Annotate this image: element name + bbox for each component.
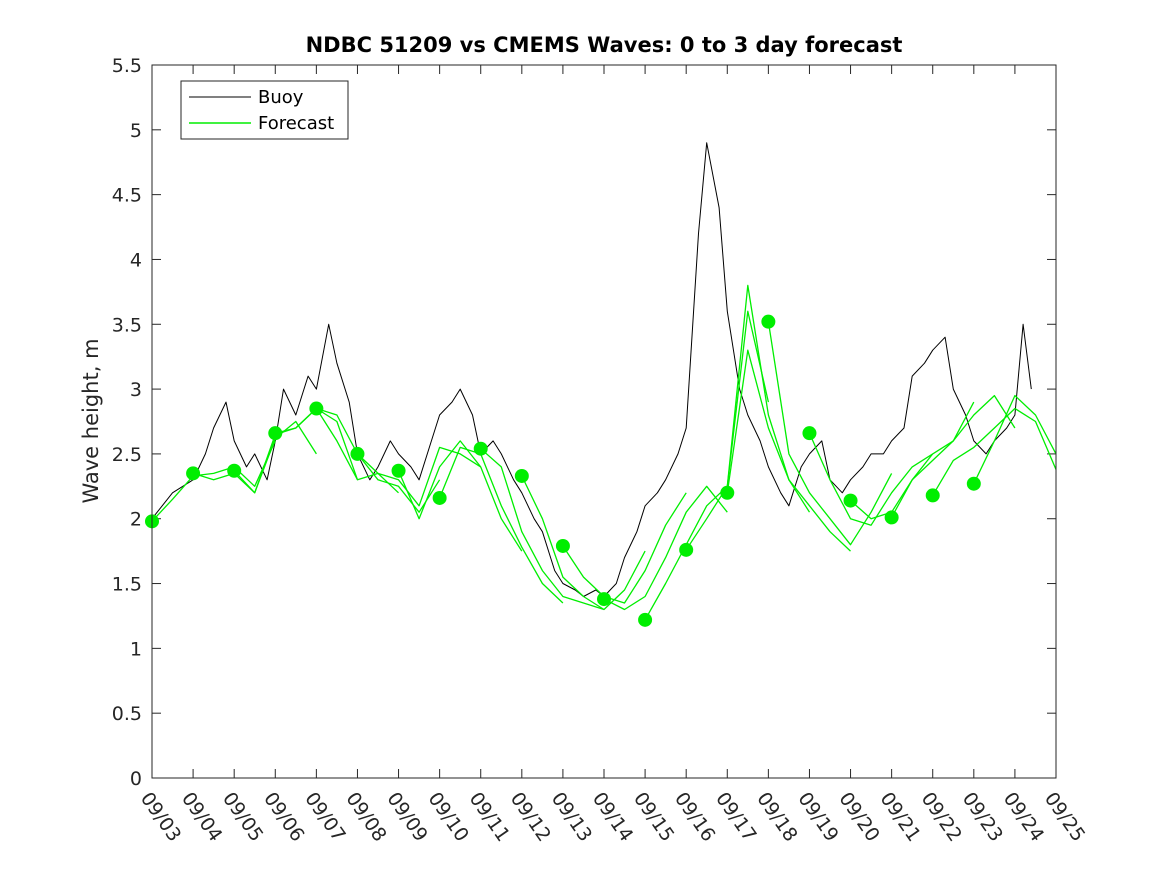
forecast-point [761,314,776,329]
forecast-line [316,407,441,513]
forecast-point [843,493,858,508]
x-tick-label: 09/15 [629,788,678,845]
x-tick-label: 09/23 [958,788,1007,845]
forecast-point [186,466,201,481]
forecast-point [884,510,899,525]
forecast-point [925,488,940,503]
y-tick-label: 5 [130,120,142,142]
y-tick-label: 0 [130,768,142,790]
x-tick-label: 09/07 [300,788,349,845]
y-tick-label: 1.5 [112,574,142,596]
y-tick-label: 4 [130,249,142,271]
legend-forecast-label: Forecast [258,113,334,134]
x-tick-label: 09/17 [711,788,760,845]
x-tick-label: 09/19 [793,788,842,845]
x-tick-label: 09/04 [177,788,226,845]
forecast-point [473,441,488,456]
forecast-line [973,394,1057,484]
forecast-line [438,446,564,604]
forecast-point [802,426,817,441]
forecast-line [151,440,276,522]
forecast-point [432,490,447,505]
y-tick-label: 3.5 [112,314,142,336]
x-tick-label: 09/13 [547,788,596,845]
forecast-line [521,475,646,611]
forecast-point [268,426,283,441]
x-tick-label: 09/10 [424,788,473,845]
forecast-point [391,463,406,478]
forecast-line [932,407,1057,496]
forecast-point [514,468,529,483]
legend-buoy-label: Buoy [258,87,304,108]
forecast-line [397,440,523,552]
forecast-point [720,485,735,500]
x-tick-label: 09/11 [465,788,514,845]
y-tick-label: 1 [130,638,142,660]
forecast-point [350,446,365,461]
legend: Buoy Forecast [180,80,349,140]
x-tick-label: 09/24 [999,788,1048,845]
x-tick-label: 09/09 [382,788,431,845]
forecast-line [562,492,687,604]
y-tick-label: 4.5 [112,185,142,207]
plot-frame [151,64,1057,779]
forecast-line [357,446,482,507]
y-tick-labels: 0 0.5 1 1.5 2 2.5 3 3.5 4 4.5 5 5.5 [112,55,142,790]
x-tick-label: 09/05 [218,788,267,845]
forecast-initial-points [145,314,981,627]
x-tick-label: 09/12 [506,788,555,845]
forecast-line [603,485,728,611]
x-tick-label: 09/14 [588,788,637,845]
forecast-line [644,310,770,621]
forecast-line [891,394,1016,518]
x-tick-label: 09/03 [136,788,185,845]
forecast-point [597,592,611,607]
x-tick-label: 09/22 [917,788,966,845]
chart-title: NDBC 51209 vs CMEMS Waves: 0 to 3 day fo… [306,33,903,57]
y-tick-label: 5.5 [112,55,142,77]
x-tick-labels: 09/0309/0409/0509/0609/0709/0809/0909/10… [136,788,1089,845]
plot-area [152,65,1056,778]
forecast-point [966,476,981,491]
forecast-point [227,463,242,478]
y-axis-label: Wave height, m [79,338,103,503]
legend-box [180,80,349,140]
forecast-point [679,542,694,557]
forecast-series [151,284,1057,621]
x-tick-label: 09/16 [670,788,719,845]
forecast-point [555,538,570,553]
x-tick-label: 09/18 [752,788,801,845]
forecast-line [767,321,893,546]
y-tick-label: 0.5 [112,703,142,725]
x-tick-label: 09/25 [1040,788,1089,845]
forecast-line [808,432,934,526]
x-tick-label: 09/20 [834,788,883,845]
forecast-point [638,612,653,627]
forecast-line [726,349,851,552]
forecast-line [480,448,605,611]
x-tick-label: 09/06 [259,788,308,845]
y-tick-label: 2 [130,509,142,531]
y-tick-label: 2.5 [112,444,142,466]
forecast-point [309,401,324,416]
x-tick-label: 09/08 [341,788,390,845]
x-tick-label: 09/21 [876,788,925,845]
y-tick-label: 3 [130,379,142,401]
